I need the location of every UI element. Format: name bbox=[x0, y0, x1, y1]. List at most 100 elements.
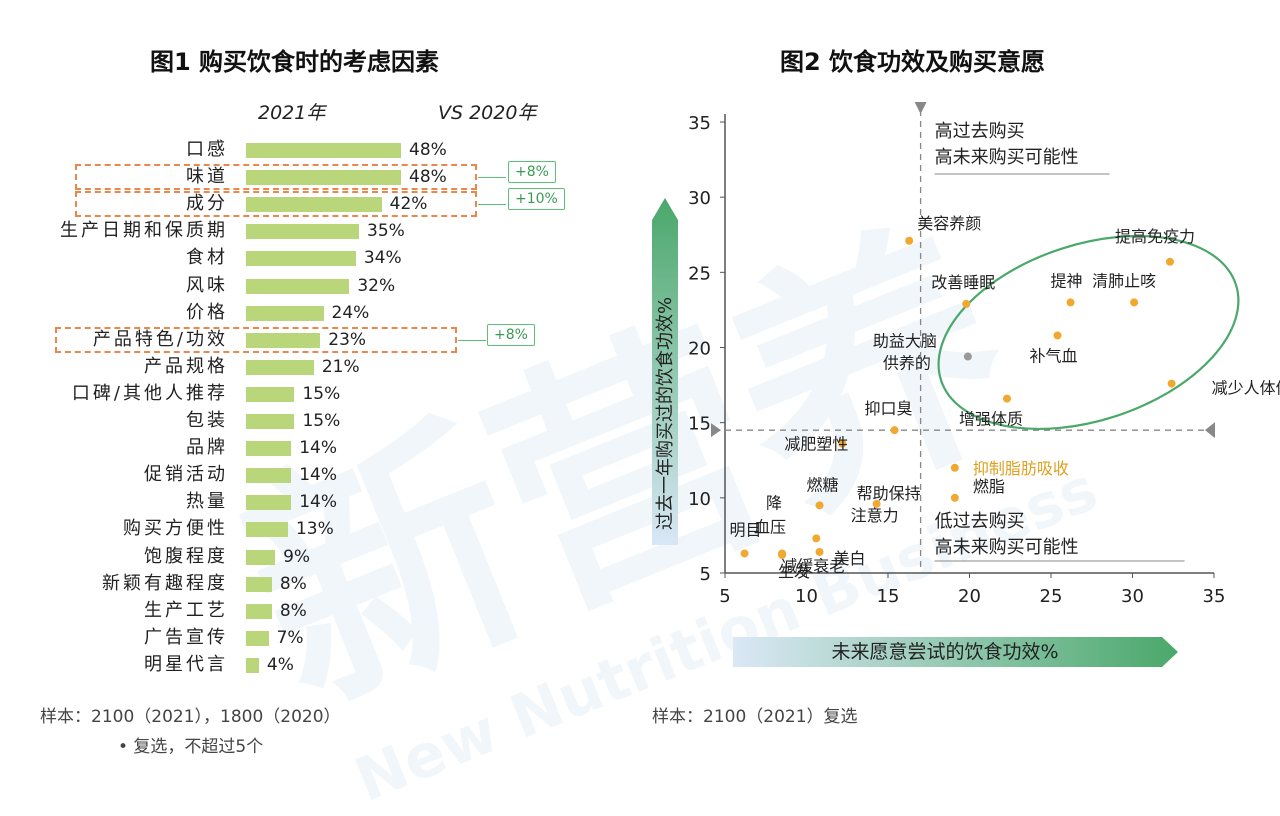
point-label: 美容养颜 bbox=[917, 214, 981, 233]
highlight-box bbox=[55, 326, 457, 353]
bar-value-label: 14% bbox=[299, 492, 338, 513]
point-label: 降 bbox=[766, 493, 782, 512]
point-label: 抑口臭 bbox=[865, 399, 913, 418]
bar-value-label: 48% bbox=[409, 140, 447, 160]
y-tick-label: 35 bbox=[688, 113, 711, 134]
point-label: 增强体质 bbox=[959, 410, 1023, 429]
reference-arrow-right bbox=[1205, 422, 1215, 439]
quadrant-label-top: 高过去购买 bbox=[935, 121, 1025, 142]
year-header-2021: 2021年 bbox=[258, 102, 326, 124]
point-label: 补气血 bbox=[1030, 346, 1078, 365]
point-label: 帮助保持 bbox=[857, 484, 921, 503]
x-tick-label: 20 bbox=[958, 586, 981, 607]
change-badge: +10% bbox=[508, 188, 565, 211]
category-label: 产品特色/功效 bbox=[92, 328, 228, 350]
bar-value-label: 32% bbox=[357, 275, 396, 296]
category-label: 明星代言 bbox=[144, 653, 228, 675]
bar bbox=[246, 251, 356, 267]
bar bbox=[246, 441, 292, 457]
x-tick-label: 25 bbox=[1040, 586, 1063, 607]
scatter-point bbox=[1066, 298, 1075, 307]
x-axis-title-bar bbox=[733, 637, 1178, 667]
point-label: 抑制脂肪吸收 bbox=[973, 459, 1069, 478]
x-tick-label: 15 bbox=[877, 586, 900, 607]
bar-value-label: 8% bbox=[279, 600, 307, 621]
change-badge: +8% bbox=[508, 161, 556, 184]
badge-connector bbox=[478, 204, 506, 206]
category-label: 包装 bbox=[186, 410, 228, 431]
point-label: 供养的 bbox=[883, 354, 931, 373]
bar bbox=[246, 332, 321, 348]
figure2-scatter-chart: 5 10 15 20 25 30 35 5 10 15 20 25 30 35 高过去购买高未来购买可能性低… bbox=[652, 102, 1280, 667]
x-axis-title: 未来愿意尝试的饮食功效% bbox=[831, 641, 1058, 663]
figure2-footnote: 样本：2100（2021）复选 bbox=[652, 707, 858, 727]
bar bbox=[246, 278, 350, 294]
highlight-box bbox=[75, 191, 477, 218]
x-tick-label: 30 bbox=[1121, 586, 1144, 607]
bar bbox=[246, 657, 259, 673]
category-label: 口碑/其他人推荐 bbox=[71, 382, 228, 404]
scatter-point bbox=[905, 236, 914, 245]
figure1-footnote-note: • 复选，不超过5个 bbox=[118, 737, 264, 757]
x-tick-label: 5 bbox=[719, 586, 730, 607]
bar-value-label: 15% bbox=[302, 383, 341, 404]
point-label: 血压 bbox=[754, 517, 786, 536]
bar-value-label: 23% bbox=[328, 329, 367, 350]
highlight-box bbox=[75, 164, 477, 191]
bar bbox=[246, 224, 360, 240]
bar bbox=[246, 549, 276, 565]
bar-value-label: 8% bbox=[279, 573, 307, 594]
bar-value-label: 42% bbox=[389, 194, 428, 215]
category-label: 食材 bbox=[186, 247, 228, 269]
bar-value-label: 34% bbox=[363, 248, 402, 269]
bar bbox=[246, 522, 288, 538]
bar bbox=[246, 359, 314, 375]
scatter-point bbox=[1130, 298, 1139, 307]
point-label: 改善睡眠 bbox=[931, 273, 995, 292]
point-label: 提高免疫力 bbox=[1115, 227, 1195, 246]
scatter-point bbox=[1165, 257, 1174, 266]
scatter-point bbox=[812, 534, 821, 543]
scatter-point bbox=[815, 501, 824, 510]
scatter-point bbox=[872, 499, 881, 508]
category-label: 口感 bbox=[186, 139, 228, 160]
highlight-ellipse bbox=[937, 234, 1240, 430]
scatter-point bbox=[963, 352, 972, 361]
bar bbox=[246, 143, 402, 158]
category-label: 饱腹程度 bbox=[144, 545, 228, 567]
bar bbox=[246, 576, 272, 592]
year-header-2020: VS 2020年 bbox=[438, 102, 537, 124]
point-label: 减肥塑性 bbox=[784, 435, 848, 454]
scatter-point bbox=[778, 550, 787, 559]
bar bbox=[246, 170, 402, 186]
bar-value-label: 9% bbox=[283, 546, 311, 567]
y-tick-label: 25 bbox=[688, 263, 711, 284]
bar-value-label: 15% bbox=[302, 411, 341, 431]
point-label: 提神 bbox=[1051, 271, 1083, 290]
scatter-point bbox=[1002, 394, 1011, 403]
bar bbox=[246, 603, 272, 619]
y-tick-label: 15 bbox=[688, 414, 711, 435]
x-tick-label: 10 bbox=[795, 586, 818, 607]
scatter-point bbox=[1167, 379, 1176, 388]
y-tick-label: 10 bbox=[688, 489, 711, 510]
category-label: 产品规格 bbox=[144, 355, 228, 377]
bar-value-label: 14% bbox=[299, 465, 338, 486]
bar bbox=[246, 630, 269, 646]
figure2-title: 图2 饮食功效及购买意愿 bbox=[780, 48, 1046, 76]
category-label: 新颖有趣程度 bbox=[102, 572, 228, 594]
badge-connector bbox=[478, 177, 506, 179]
reference-arrow-left bbox=[711, 423, 721, 438]
scatter-point bbox=[950, 493, 959, 502]
change-badge: +8% bbox=[487, 323, 535, 346]
scatter-point bbox=[815, 547, 824, 556]
bar bbox=[246, 386, 295, 402]
category-label: 风味 bbox=[186, 274, 228, 296]
point-label: 燃糖 bbox=[807, 475, 839, 494]
bar-value-label: 13% bbox=[295, 519, 334, 540]
figure1-title: 图1 购买饮食时的考虑因素 bbox=[150, 48, 440, 76]
scatter-point bbox=[890, 426, 899, 435]
reference-arrow-top bbox=[914, 102, 927, 114]
bar bbox=[246, 495, 292, 511]
category-label: 生产工艺 bbox=[144, 599, 228, 621]
